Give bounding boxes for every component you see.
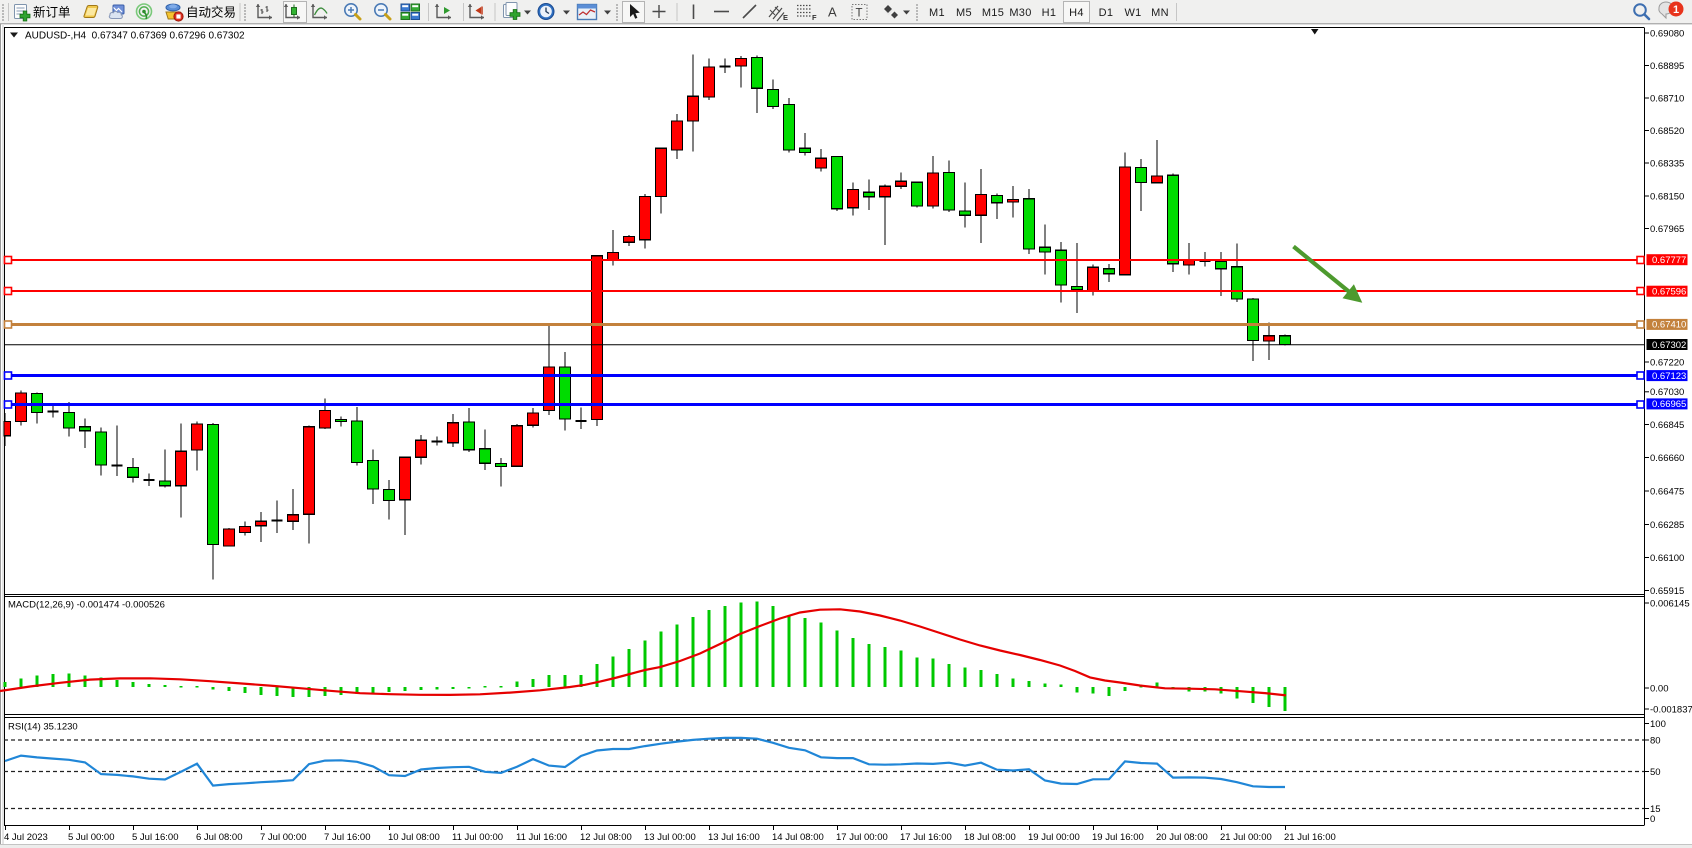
svg-text:H4: H4	[1069, 7, 1084, 19]
svg-text:0.67596: 0.67596	[1652, 287, 1686, 298]
svg-text:MACD(12,26,9) -0.001474 -0.000: MACD(12,26,9) -0.001474 -0.000526	[8, 600, 165, 611]
svg-text:0.67123: 0.67123	[1652, 371, 1686, 382]
svg-text:7 Jul 16:00: 7 Jul 16:00	[324, 832, 370, 843]
svg-text:F: F	[812, 13, 817, 22]
svg-text:0.00: 0.00	[1650, 683, 1669, 694]
svg-text:M1: M1	[929, 7, 945, 19]
svg-text:7 Jul 00:00: 7 Jul 00:00	[260, 832, 306, 843]
svg-text:20 Jul 08:00: 20 Jul 08:00	[1156, 832, 1208, 843]
svg-text:12 Jul 08:00: 12 Jul 08:00	[580, 832, 632, 843]
svg-text:0.68520: 0.68520	[1650, 126, 1684, 137]
svg-text:17 Jul 16:00: 17 Jul 16:00	[900, 832, 952, 843]
svg-text:M15: M15	[982, 7, 1004, 19]
svg-text:0.67965: 0.67965	[1650, 224, 1684, 235]
svg-text:13 Jul 16:00: 13 Jul 16:00	[708, 832, 760, 843]
svg-text:MN: MN	[1151, 7, 1169, 19]
svg-text:-0.001837: -0.001837	[1650, 704, 1692, 715]
svg-text:自动交易: 自动交易	[186, 5, 236, 20]
svg-text:0.69080: 0.69080	[1650, 28, 1684, 39]
svg-text:0.66475: 0.66475	[1650, 486, 1684, 497]
svg-text:14 Jul 08:00: 14 Jul 08:00	[772, 832, 824, 843]
svg-text:50: 50	[1650, 767, 1661, 778]
svg-text:新订单: 新订单	[33, 5, 71, 20]
svg-text:0.65915: 0.65915	[1650, 586, 1684, 597]
svg-text:D1: D1	[1099, 7, 1114, 19]
svg-text:0.66660: 0.66660	[1650, 453, 1684, 464]
svg-text:6 Jul 08:00: 6 Jul 08:00	[196, 832, 242, 843]
svg-text:18 Jul 08:00: 18 Jul 08:00	[964, 832, 1016, 843]
svg-text:15: 15	[1650, 804, 1661, 815]
svg-text:A: A	[828, 5, 837, 20]
svg-text:80: 80	[1650, 735, 1661, 746]
svg-text:AUDUSD-,H4 0.67347 0.67369 0.: AUDUSD-,H4 0.67347 0.67369 0.67296 0.673…	[25, 31, 245, 42]
svg-text:17 Jul 00:00: 17 Jul 00:00	[836, 832, 888, 843]
svg-text:5 Jul 16:00: 5 Jul 16:00	[132, 832, 178, 843]
svg-text:4 Jul 2023: 4 Jul 2023	[4, 832, 48, 843]
svg-text:0.67410: 0.67410	[1652, 320, 1686, 331]
svg-text:H1: H1	[1042, 7, 1057, 19]
svg-text:0.68335: 0.68335	[1650, 158, 1684, 169]
svg-text:W1: W1	[1124, 7, 1141, 19]
svg-text:10 Jul 08:00: 10 Jul 08:00	[388, 832, 440, 843]
svg-text:0.67030: 0.67030	[1650, 387, 1684, 398]
svg-text:0.66285: 0.66285	[1650, 520, 1684, 531]
svg-text:1: 1	[1673, 4, 1679, 16]
svg-text:RSI(14) 35.1230: RSI(14) 35.1230	[8, 722, 78, 733]
svg-text:13 Jul 00:00: 13 Jul 00:00	[644, 832, 696, 843]
svg-text:0.68150: 0.68150	[1650, 191, 1684, 202]
svg-text:21 Jul 00:00: 21 Jul 00:00	[1220, 832, 1272, 843]
svg-text:19 Jul 16:00: 19 Jul 16:00	[1092, 832, 1144, 843]
svg-text:100: 100	[1650, 719, 1666, 730]
svg-text:0.66965: 0.66965	[1652, 399, 1686, 410]
svg-text:0.66845: 0.66845	[1650, 420, 1684, 431]
svg-text:11 Jul 16:00: 11 Jul 16:00	[516, 832, 567, 843]
svg-text:T: T	[856, 8, 863, 20]
svg-text:0.68895: 0.68895	[1650, 61, 1684, 72]
svg-text:M5: M5	[956, 7, 972, 19]
svg-text:5 Jul 00:00: 5 Jul 00:00	[68, 832, 114, 843]
svg-text:0.66100: 0.66100	[1650, 553, 1684, 564]
svg-text:0.67777: 0.67777	[1652, 255, 1686, 266]
svg-text:11 Jul 00:00: 11 Jul 00:00	[452, 832, 503, 843]
svg-text:0: 0	[1650, 814, 1655, 825]
svg-text:M30: M30	[1009, 7, 1031, 19]
svg-text:0.68710: 0.68710	[1650, 93, 1684, 104]
svg-text:19 Jul 00:00: 19 Jul 00:00	[1028, 832, 1080, 843]
svg-text:0.006145: 0.006145	[1650, 598, 1690, 609]
svg-text:0.67220: 0.67220	[1650, 357, 1684, 368]
svg-text:0.67302: 0.67302	[1652, 340, 1686, 351]
svg-text:21 Jul 16:00: 21 Jul 16:00	[1284, 832, 1336, 843]
svg-text:E: E	[783, 13, 788, 22]
